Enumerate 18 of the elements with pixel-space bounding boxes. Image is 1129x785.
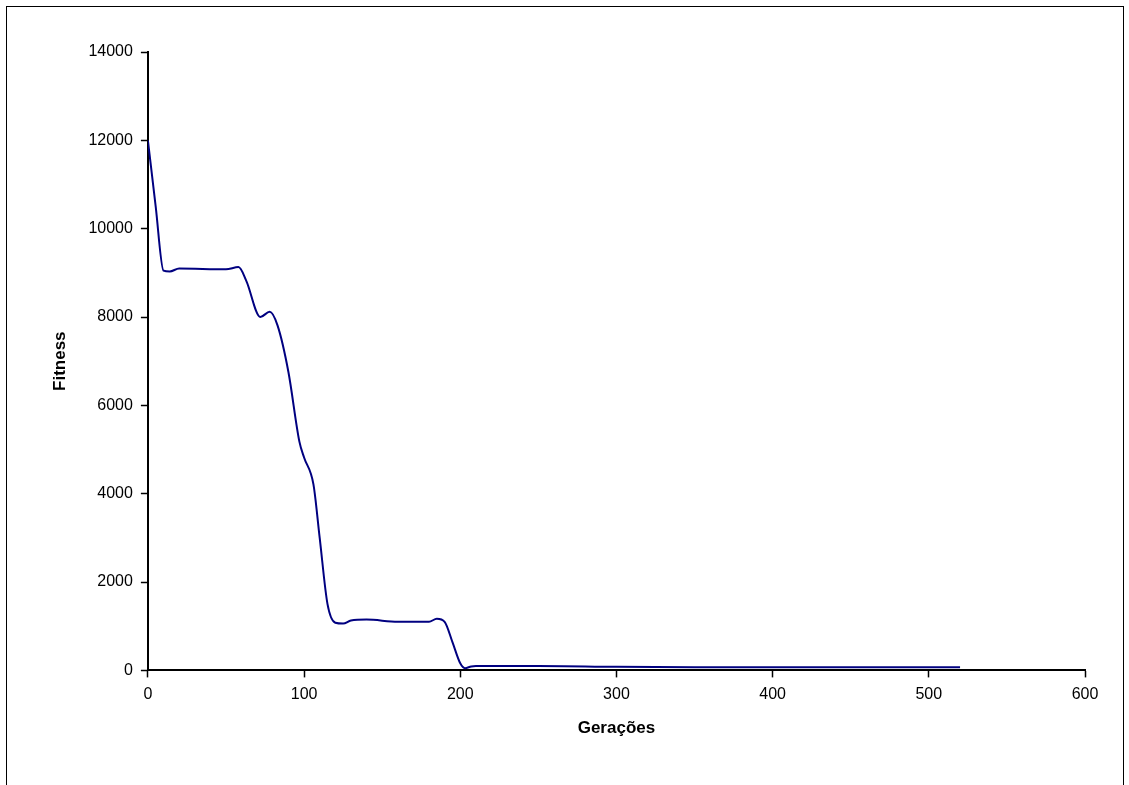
y-tick-label: 4000 [97, 484, 133, 502]
x-tick-label: 500 [915, 685, 943, 703]
y-tick-label: 10000 [88, 219, 133, 237]
x-tick-label: 300 [603, 685, 630, 703]
x-tick-label: 600 [1071, 685, 1099, 703]
x-tick-label: 400 [759, 685, 787, 703]
y-tick-label: 6000 [97, 395, 133, 413]
x-axis-title: Gerações [577, 718, 656, 738]
y-axis-title: Fitness [49, 331, 69, 391]
y-tick-label: 0 [123, 660, 133, 678]
x-tick-label: 200 [446, 685, 474, 703]
line-series [147, 139, 962, 670]
y-tick-label: 2000 [97, 572, 133, 590]
y-tick-label: 12000 [88, 130, 133, 148]
x-tick-label: 0 [143, 685, 153, 703]
x-tick-label: 100 [290, 685, 318, 703]
y-tick-label: 14000 [88, 42, 133, 60]
y-tick-label: 8000 [97, 307, 133, 325]
